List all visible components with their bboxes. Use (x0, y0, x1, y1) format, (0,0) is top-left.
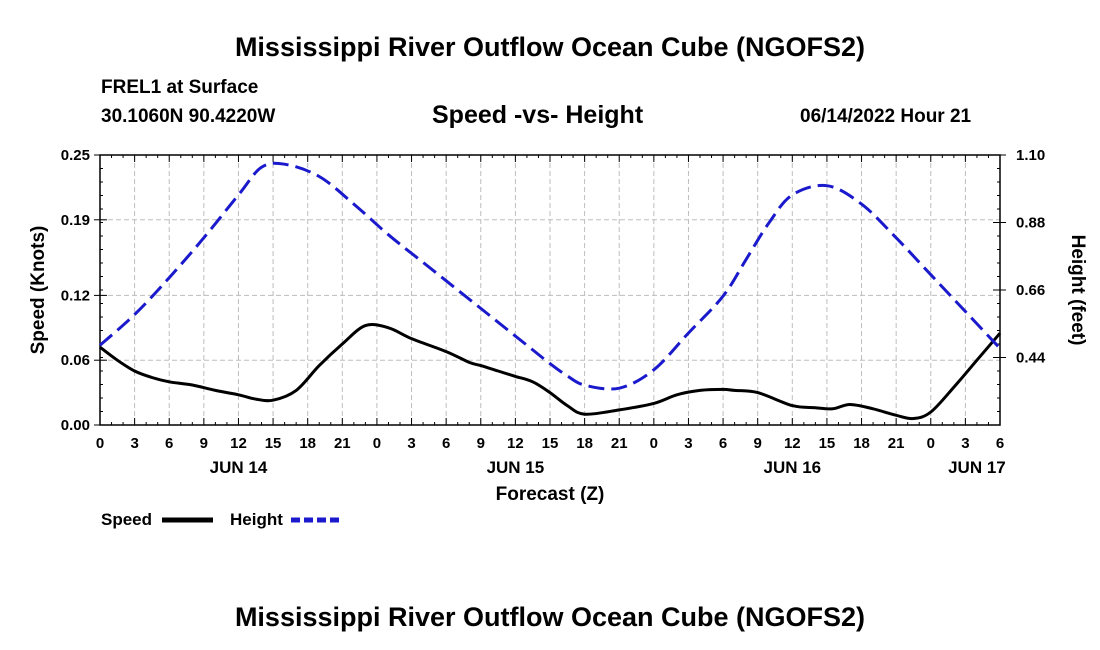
x-tick-label: 0 (373, 435, 381, 452)
plot-frame (99, 154, 1001, 426)
series-line-height (99, 161, 1002, 391)
legend-label-speed: Speed (101, 510, 152, 529)
chart-title: Mississippi River Outflow Ocean Cube (NG… (234, 32, 866, 62)
x-tick-label: 6 (165, 435, 173, 452)
x-tick-label: 12 (230, 435, 247, 452)
x-tick-label: 9 (477, 435, 485, 452)
y2-axis-title: Height (feet) (1067, 235, 1088, 346)
x-tick-label: 3 (407, 435, 415, 452)
x-tick-label: 18 (576, 435, 593, 452)
x-tick-label: 6 (719, 435, 727, 452)
legend: Speed Height (101, 510, 343, 529)
forecast-timestamp: 06/14/2022 Hour 21 (800, 106, 972, 127)
x-axis-title: Forecast (Z) (496, 484, 605, 505)
y2-tick-label: 1.10 (1016, 147, 1045, 164)
x-tick-label: 12 (784, 435, 801, 452)
x-tick-label: 15 (265, 435, 282, 452)
series-line-speed (99, 322, 1002, 421)
chart-subtitle: Speed -vs- Height (432, 101, 644, 129)
date-label: JUN 16 (763, 458, 821, 477)
legend-label-height: Height (230, 510, 283, 529)
y-tick-label: 0.12 (61, 287, 90, 304)
x-tick-label: 0 (96, 435, 104, 452)
station-label: FREL1 at Surface (101, 77, 259, 98)
x-tick-label: 15 (819, 435, 836, 452)
x-tick-label: 6 (996, 435, 1004, 452)
x-tick-label: 18 (853, 435, 870, 452)
axis-labels: 0 3 6 9 12 15 18 21 0 3 6 9 12 15 18 21 0 3 6 9 12 15 18 21 0 3 6 J… (61, 147, 1046, 477)
x-tick-label: 9 (754, 435, 762, 452)
footer-title: Mississippi River Outflow Ocean Cube (NG… (234, 602, 866, 632)
x-tick-label: 15 (542, 435, 559, 452)
date-label: JUN 17 (948, 458, 1006, 477)
grid-lines (100, 155, 1000, 425)
x-tick-label: 3 (961, 435, 969, 452)
x-tick-label: 21 (611, 435, 628, 452)
y2-tick-label: 0.66 (1016, 282, 1045, 299)
y-tick-label: 0.25 (61, 147, 90, 164)
y2-tick-label: 0.88 (1016, 215, 1045, 232)
x-tick-label: 21 (334, 435, 351, 452)
series-lines (99, 161, 1002, 421)
y2-tick-label: 0.44 (1016, 350, 1046, 367)
date-label: JUN 15 (487, 458, 545, 477)
x-tick-label: 12 (507, 435, 524, 452)
date-label: JUN 14 (210, 458, 268, 477)
x-tick-label: 3 (130, 435, 138, 452)
x-tick-label: 3 (684, 435, 692, 452)
x-tick-label: 9 (200, 435, 208, 452)
x-tick-label: 0 (927, 435, 935, 452)
x-tick-label: 6 (442, 435, 450, 452)
y-axis-title: Speed (Knots) (28, 226, 49, 355)
x-tick-label: 18 (299, 435, 316, 452)
x-tick-label: 21 (888, 435, 905, 452)
y-tick-label: 0.00 (61, 417, 90, 434)
y-tick-label: 0.06 (61, 352, 90, 369)
y-tick-label: 0.19 (61, 212, 90, 229)
x-tick-label: 0 (650, 435, 658, 452)
station-coords: 30.1060N 90.4220W (101, 106, 276, 127)
